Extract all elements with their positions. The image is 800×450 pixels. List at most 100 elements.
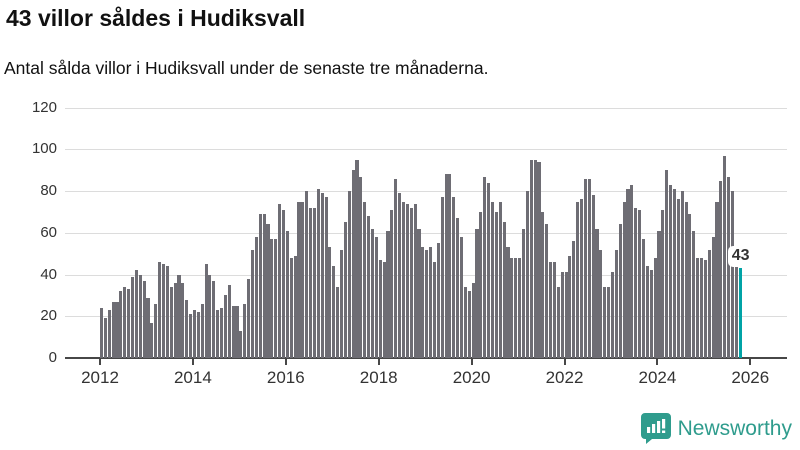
bar <box>502 222 506 358</box>
bar <box>390 209 394 358</box>
bar <box>301 201 305 358</box>
newsworthy-logo: Newsworthy <box>640 413 792 444</box>
x-axis-tick <box>656 359 659 365</box>
bar <box>719 180 723 358</box>
newsworthy-logo-text: Newsworthy <box>677 416 792 440</box>
bar <box>537 161 541 358</box>
gridline-y120 <box>65 107 787 109</box>
x-axis-tick <box>749 359 752 365</box>
bar <box>312 207 316 358</box>
bar <box>367 216 371 358</box>
bar <box>297 201 301 358</box>
bar <box>696 257 700 358</box>
bar <box>490 201 495 358</box>
bar <box>235 305 239 358</box>
bar <box>278 203 282 358</box>
bar <box>460 237 464 358</box>
bar <box>192 310 196 358</box>
bar <box>448 174 452 358</box>
bar <box>115 301 119 358</box>
bar <box>669 184 673 358</box>
bar <box>665 170 669 358</box>
bar <box>680 191 684 358</box>
bar <box>494 211 498 358</box>
bar <box>336 287 340 358</box>
bar <box>614 249 618 358</box>
bar <box>436 243 440 358</box>
bar <box>622 201 626 358</box>
bar <box>231 305 235 358</box>
bar <box>413 203 417 358</box>
bar <box>692 230 696 358</box>
bar <box>181 282 185 358</box>
bar <box>127 289 131 358</box>
bar <box>378 259 382 358</box>
bar <box>250 249 255 358</box>
bar <box>649 270 653 358</box>
y-axis-label: 100 <box>31 140 57 158</box>
y-axis-label: 60 <box>40 223 57 241</box>
bar <box>262 214 266 358</box>
bar <box>405 203 409 358</box>
bar <box>510 257 514 358</box>
bar <box>227 284 231 358</box>
bar <box>568 255 572 358</box>
bar <box>394 178 398 358</box>
bar <box>204 264 208 358</box>
bar <box>715 201 719 358</box>
bar <box>177 274 181 358</box>
bar <box>475 228 479 358</box>
gridline-y80 <box>65 191 787 193</box>
bar <box>610 272 615 358</box>
bar <box>564 272 568 358</box>
bar <box>254 237 258 358</box>
x-axis-tick <box>191 359 194 365</box>
bar <box>138 274 142 358</box>
y-axis-label: 0 <box>48 349 57 366</box>
bar <box>363 201 367 358</box>
bar <box>374 237 378 358</box>
bar <box>142 280 146 358</box>
bar <box>529 159 533 358</box>
bar <box>514 257 518 358</box>
bar <box>324 197 328 358</box>
bar <box>355 159 359 358</box>
x-axis-tick <box>377 359 380 365</box>
last-value-annotation: 43 <box>727 246 754 267</box>
bar <box>440 197 444 358</box>
bar <box>216 310 220 358</box>
bar <box>591 195 595 358</box>
bar <box>595 228 599 358</box>
bar-chart-speech-bubble-icon <box>640 413 671 444</box>
x-axis-label: 2020 <box>452 368 491 387</box>
bar <box>587 178 591 358</box>
bar <box>281 209 286 358</box>
bar <box>498 201 502 358</box>
bar <box>208 274 212 358</box>
bar <box>100 307 104 358</box>
bar <box>200 303 204 358</box>
bar <box>661 209 665 358</box>
y-axis-label: 40 <box>40 265 57 283</box>
bar <box>119 291 123 358</box>
bar <box>723 155 727 358</box>
bar <box>734 253 738 358</box>
bar <box>103 318 107 358</box>
bar <box>165 266 169 358</box>
bar <box>638 209 642 358</box>
bar <box>533 159 537 358</box>
x-axis-tick <box>563 359 566 365</box>
bar <box>618 224 622 358</box>
bar <box>703 259 707 358</box>
bar <box>130 276 135 358</box>
bar <box>471 282 475 358</box>
x-axis-tick <box>99 359 101 365</box>
bar <box>556 287 560 358</box>
bar <box>196 312 200 358</box>
bar <box>707 249 711 358</box>
x-axis-label: 2026 <box>731 368 770 387</box>
bar <box>212 280 216 358</box>
bar <box>343 222 347 358</box>
bar <box>672 189 676 358</box>
